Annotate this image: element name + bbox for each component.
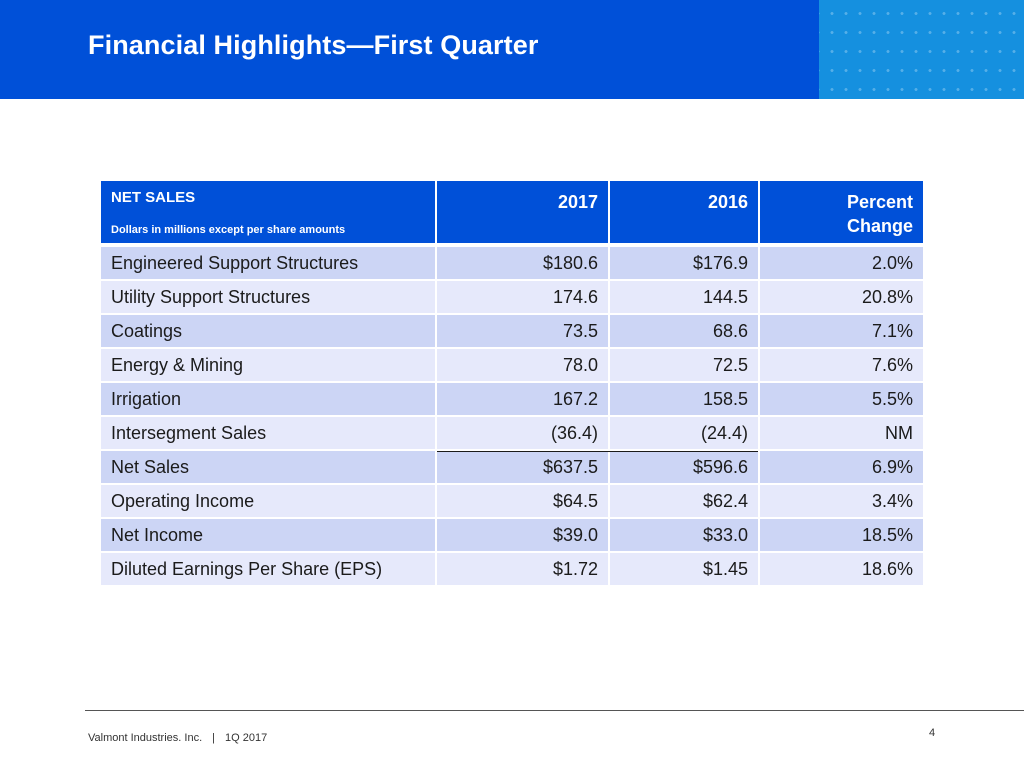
value-2017: 78.0 xyxy=(437,349,608,381)
header-subtitle: Dollars in millions except per share amo… xyxy=(111,224,346,236)
table-row: Engineered Support Structures $180.6 $17… xyxy=(101,247,923,279)
value-2017: $180.6 xyxy=(437,247,608,279)
value-2016: $176.9 xyxy=(610,247,758,279)
row-label: Irrigation xyxy=(101,383,435,415)
value-percent: 18.6% xyxy=(760,553,923,585)
value-2016: 72.5 xyxy=(610,349,758,381)
table-row: Coatings 73.5 68.6 7.1% xyxy=(101,315,923,347)
slide-header: Financial Highlights—First Quarter xyxy=(0,0,1024,99)
value-2017: $39.0 xyxy=(437,519,608,551)
value-2017: 167.2 xyxy=(437,383,608,415)
value-2016: 158.5 xyxy=(610,383,758,415)
footer-separator: | xyxy=(212,732,215,744)
table-row: Net Income $39.0 $33.0 18.5% xyxy=(101,519,923,551)
financial-table: NET SALES Dollars in millions except per… xyxy=(101,181,923,585)
header-net-sales: NET SALES Dollars in millions except per… xyxy=(101,181,435,243)
value-2017: $1.72 xyxy=(437,553,608,585)
header-2017: 2017 xyxy=(437,181,608,243)
value-percent: 20.8% xyxy=(760,281,923,313)
value-percent: NM xyxy=(760,417,923,449)
table-row: Operating Income $64.5 $62.4 3.4% xyxy=(101,485,923,517)
value-percent: 7.1% xyxy=(760,315,923,347)
footer-company: Valmont Industries. Inc. xyxy=(88,732,203,744)
footer-divider xyxy=(85,710,1024,711)
value-2016: 68.6 xyxy=(610,315,758,347)
table-row: Utility Support Structures 174.6 144.5 2… xyxy=(101,281,923,313)
row-label: Net Sales xyxy=(101,451,435,483)
page-number: 4 xyxy=(929,727,936,739)
row-label: Utility Support Structures xyxy=(101,281,435,313)
subtotal-rule xyxy=(437,451,758,452)
value-2017: (36.4) xyxy=(437,417,608,449)
header-title: NET SALES xyxy=(111,189,196,206)
value-2016: $62.4 xyxy=(610,485,758,517)
footer-period: 1Q 2017 xyxy=(224,732,268,744)
value-percent: 5.5% xyxy=(760,383,923,415)
value-2016: $596.6 xyxy=(610,451,758,483)
row-label: Net Income xyxy=(101,519,435,551)
footer: Valmont Industries. Inc. | 1Q 2017 xyxy=(88,732,267,744)
table-row: Intersegment Sales (36.4) (24.4) NM xyxy=(101,417,923,449)
value-2017: $637.5 xyxy=(437,451,608,483)
slide-title: Financial Highlights—First Quarter xyxy=(88,30,539,60)
row-label: Operating Income xyxy=(101,485,435,517)
table-row: Net Sales $637.5 $596.6 6.9% xyxy=(101,451,923,483)
row-label: Engineered Support Structures xyxy=(101,247,435,279)
row-label: Coatings xyxy=(101,315,435,347)
value-2017: 174.6 xyxy=(437,281,608,313)
header-2016: 2016 xyxy=(610,181,758,243)
value-2016: $33.0 xyxy=(610,519,758,551)
table-row: Energy & Mining 78.0 72.5 7.6% xyxy=(101,349,923,381)
table-header-row: NET SALES Dollars in millions except per… xyxy=(101,181,923,243)
value-percent: 2.0% xyxy=(760,247,923,279)
value-percent: 18.5% xyxy=(760,519,923,551)
value-2016: 144.5 xyxy=(610,281,758,313)
value-2017: $64.5 xyxy=(437,485,608,517)
value-2016: (24.4) xyxy=(610,417,758,449)
row-label: Energy & Mining xyxy=(101,349,435,381)
value-percent: 7.6% xyxy=(760,349,923,381)
header-pct-line1: Percent xyxy=(846,192,913,212)
header-percent-change: Percent Change xyxy=(760,181,923,243)
header-pct-line2: Change xyxy=(846,216,913,236)
row-label: Diluted Earnings Per Share (EPS) xyxy=(101,553,435,585)
table-row: Irrigation 167.2 158.5 5.5% xyxy=(101,383,923,415)
value-percent: 3.4% xyxy=(760,485,923,517)
row-label: Intersegment Sales xyxy=(101,417,435,449)
header-dot-pattern xyxy=(819,0,1024,99)
value-percent: 6.9% xyxy=(760,451,923,483)
table-row: Diluted Earnings Per Share (EPS) $1.72 $… xyxy=(101,553,923,585)
value-2016: $1.45 xyxy=(610,553,758,585)
value-2017: 73.5 xyxy=(437,315,608,347)
